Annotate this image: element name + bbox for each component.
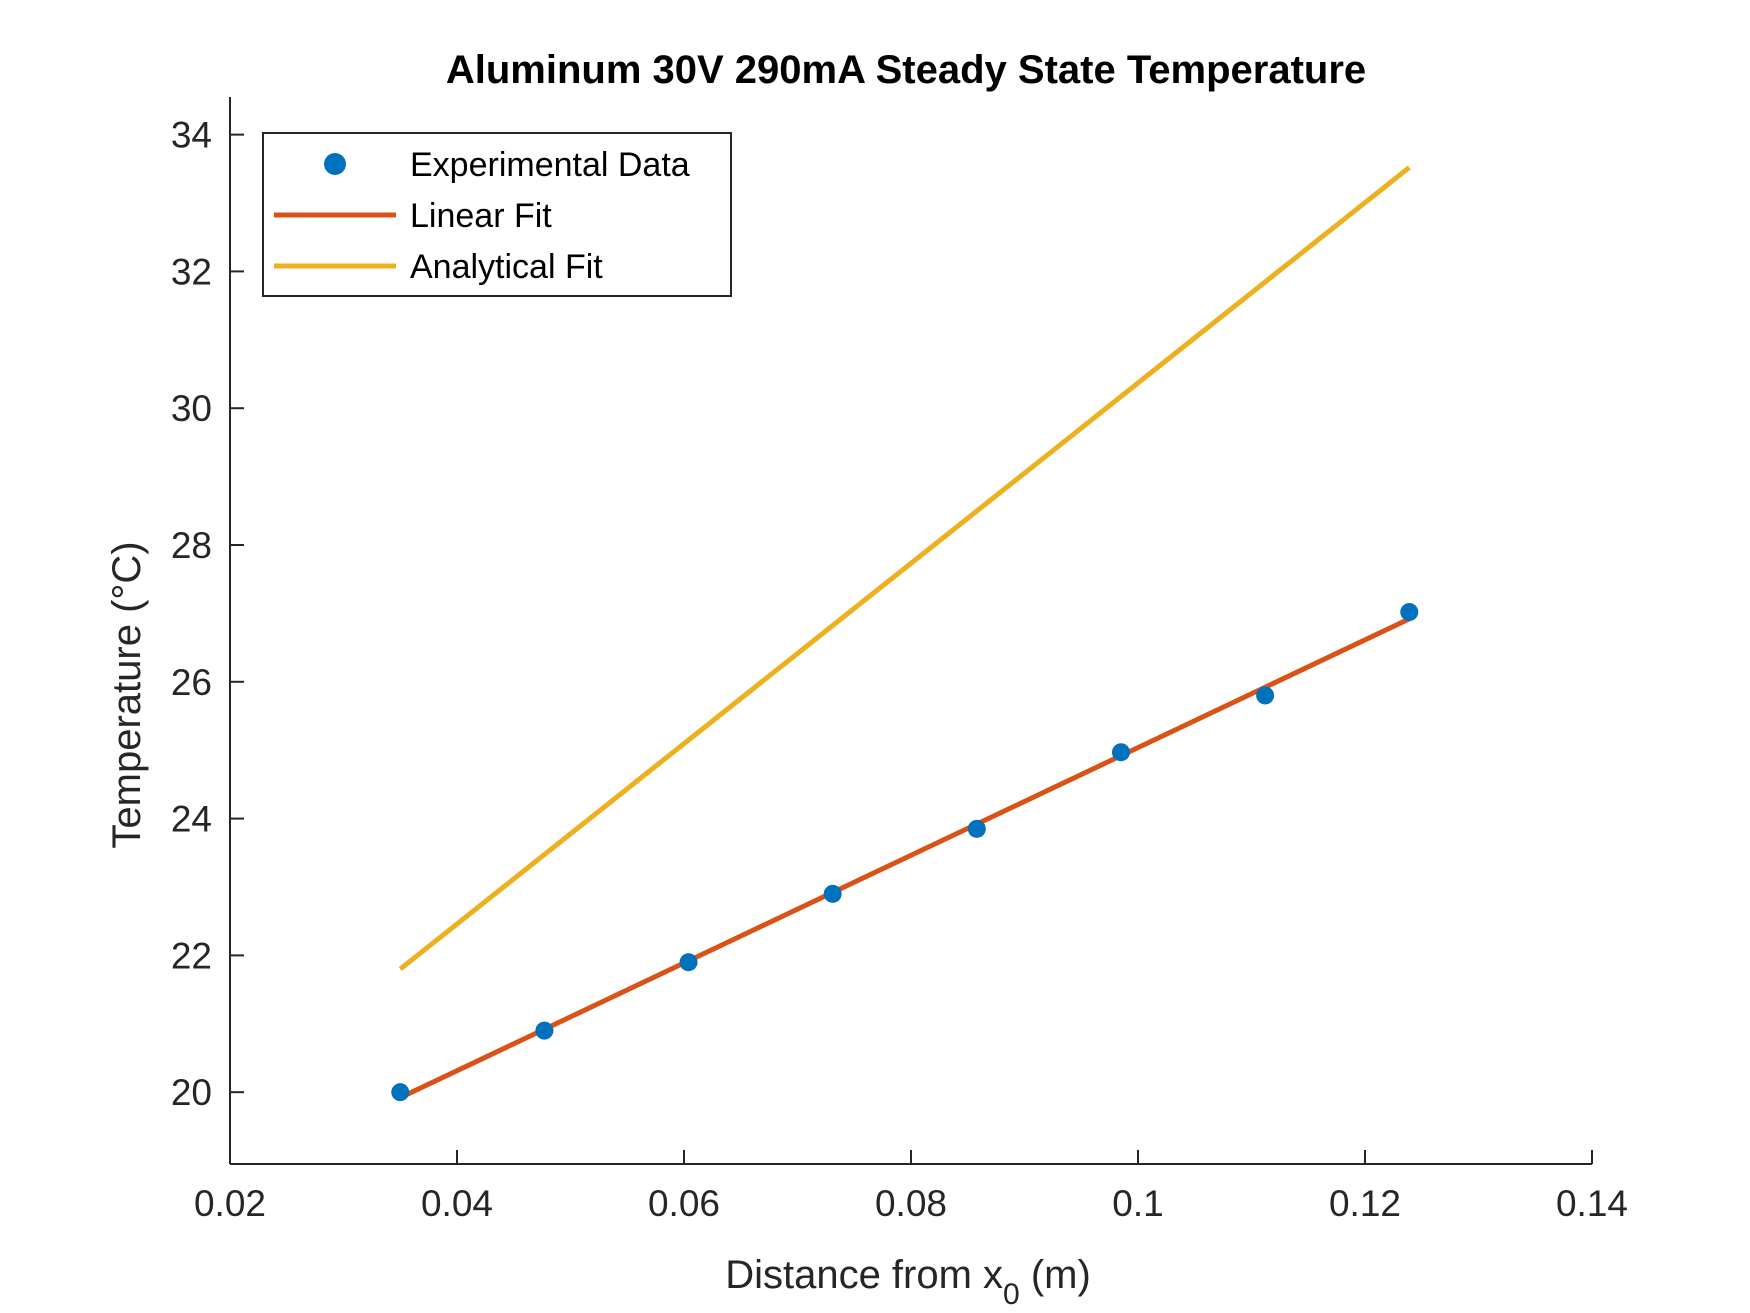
y-tick-label: 22 (171, 935, 212, 976)
plot-area (391, 165, 1419, 1102)
series-line-analytical-fit (398, 165, 1411, 972)
y-tick-label: 32 (171, 251, 212, 292)
x-tick-label: 0.04 (421, 1183, 493, 1224)
x-axis-label-unit: (m) (1020, 1253, 1091, 1297)
y-tick-label: 24 (171, 799, 212, 840)
chart-title: Aluminum 30V 290mA Steady State Temperat… (446, 48, 1366, 92)
data-point (535, 1021, 554, 1040)
x-axis-label-subscript: 0 (1003, 1278, 1020, 1311)
series-line-linear-fit (399, 616, 1411, 1100)
x-tick-label: 0.14 (1556, 1183, 1628, 1224)
y-axis-label: Temperature (°C) (105, 541, 149, 848)
x-axis-label-text: Distance from x (725, 1253, 1003, 1297)
x-tick-label: 0.12 (1329, 1183, 1401, 1224)
x-tick-label: 0.06 (648, 1183, 720, 1224)
axes: 0.02 0.04 0.06 0.08 0.1 0.12 0.14 20 22 24 26 28 30 3… (171, 97, 1628, 1224)
x-tick-label: 0.08 (875, 1183, 947, 1224)
y-tick-label: 34 (171, 115, 212, 156)
legend-marker (324, 153, 346, 175)
x-tick-label: 0.1 (1112, 1183, 1163, 1224)
y-tick-label: 30 (171, 388, 212, 429)
legend-label: Experimental Data (410, 146, 690, 184)
y-tick-label: 28 (171, 525, 212, 566)
y-tick-label: 26 (171, 662, 212, 703)
data-point (1111, 743, 1130, 762)
legend: Experimental Data Linear Fit Analytical Fi… (262, 132, 732, 297)
x-axis-label: Distance from x0 (m) (725, 1253, 1091, 1311)
data-point (1400, 603, 1419, 622)
data-point (1256, 686, 1275, 705)
x-tick-label: 0.02 (194, 1183, 266, 1224)
legend-label: Analytical Fit (410, 248, 603, 286)
data-point (391, 1083, 410, 1102)
legend-label: Linear Fit (410, 197, 552, 235)
data-point (823, 884, 842, 903)
y-tick-label: 20 (171, 1072, 212, 1113)
data-point (967, 819, 986, 838)
data-point (679, 953, 698, 972)
